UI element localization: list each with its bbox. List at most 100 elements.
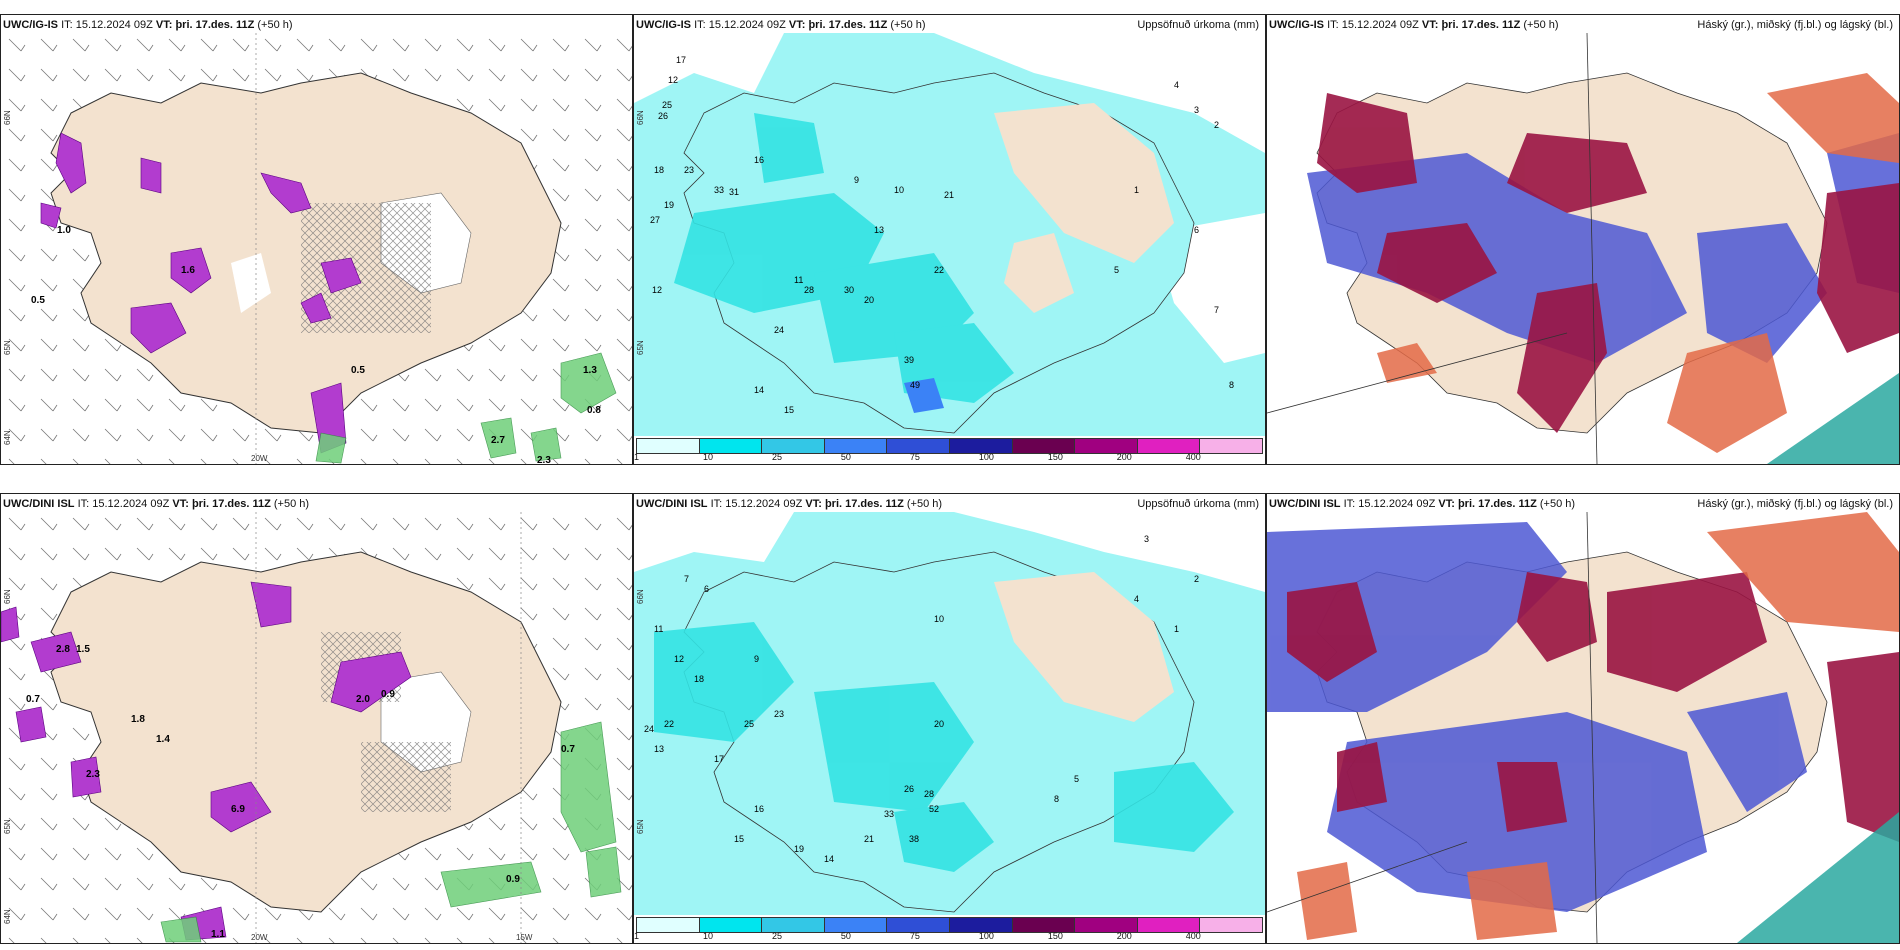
colorbar-tick: 150 <box>1047 931 1063 941</box>
colorbar-tick: 100 <box>978 452 994 462</box>
colorbar-swatch <box>824 439 888 453</box>
map-value: 30 <box>844 285 854 295</box>
map-value: 24 <box>774 325 784 335</box>
map-value: 3 <box>1194 105 1199 115</box>
colorbar-swatch <box>824 918 888 932</box>
map-value: 20 <box>934 719 944 729</box>
colorbar-tick: 75 <box>909 452 920 462</box>
lon-label: 15W <box>516 933 533 942</box>
map-value: 2.3 <box>537 455 551 464</box>
colorbar-swatch <box>762 918 825 932</box>
map-value: 0.5 <box>351 365 365 376</box>
map-value: 1 <box>1134 185 1139 195</box>
cloud-cover-map <box>1267 33 1899 464</box>
map-value: 12 <box>668 75 678 85</box>
map-value: 18 <box>694 674 704 684</box>
purple-precip-areas <box>40 132 362 454</box>
panel-header: UWC/IG-IS IT: 15.12.2024 09Z VT: þri. 17… <box>636 19 926 31</box>
map-value: 7 <box>684 574 689 584</box>
map-value: 14 <box>824 854 834 864</box>
panel-header: UWC/IG-IS IT: 15.12.2024 09Z VT: þri. 17… <box>3 19 293 31</box>
map-value: 23 <box>774 709 784 719</box>
map-value: 22 <box>934 265 944 275</box>
map-value: 2 <box>1194 574 1199 584</box>
map-value: 5 <box>1114 265 1119 275</box>
purple-precip-areas <box>1 581 412 941</box>
colorbar-swatch <box>1137 918 1201 932</box>
precip-colorbar: 1 10 25 50 75 100 150 200 400 <box>634 915 1265 943</box>
colorbar-swatch <box>699 439 763 453</box>
map-value: 15 <box>784 405 794 415</box>
map-value: 33 <box>714 185 724 195</box>
map-value: 16 <box>754 155 764 165</box>
map-value: 2 <box>1214 120 1219 130</box>
lat-label: 64N <box>3 430 12 445</box>
map-value: 8 <box>1054 794 1059 804</box>
map-value: 2.0 <box>356 694 370 705</box>
map-value: 0.7 <box>561 744 575 755</box>
colorbar-swatch <box>699 918 763 932</box>
colorbar-tick: 25 <box>771 931 782 941</box>
lat-label: 66N <box>636 110 645 125</box>
colorbar-swatch <box>1200 439 1262 453</box>
map-value: 0.9 <box>381 689 395 700</box>
map-value: 0.5 <box>31 295 45 306</box>
green-precip-areas <box>160 721 622 943</box>
colorbar-tick: 10 <box>702 452 713 462</box>
map-value: 16 <box>754 804 764 814</box>
map-value: 6 <box>1194 225 1199 235</box>
colorbar-tick: 1 <box>634 931 640 941</box>
panel-title: Háský (gr.), miðský (fj.bl.) og lágský (… <box>1697 19 1893 31</box>
map-value: 23 <box>684 165 694 175</box>
precip-map: 7 6 11 12 18 24 22 13 25 23 20 26 14 15 … <box>634 512 1265 917</box>
colorbar-tick: 400 <box>1185 931 1201 941</box>
map-value: 33 <box>884 809 894 819</box>
map-value: 0.7 <box>26 694 40 705</box>
lat-label: 66N <box>3 110 12 125</box>
map-value: 6.9 <box>231 804 245 815</box>
map-value: 14 <box>754 385 764 395</box>
precip-map: 17 12 25 26 18 23 27 19 33 31 16 9 10 22… <box>634 33 1265 438</box>
colorbar-tick: 150 <box>1047 452 1063 462</box>
panel-dini-clouds: UWC/DINI ISL IT: 15.12.2024 09Z VT: þri.… <box>1266 493 1900 944</box>
panel-header: UWC/DINI ISL IT: 15.12.2024 09Z VT: þri.… <box>636 498 943 510</box>
map-value: 25 <box>662 100 672 110</box>
map-value: 1.5 <box>76 644 90 655</box>
map-value: 10 <box>894 185 904 195</box>
map-value: 17 <box>676 55 686 65</box>
colorbar-swatch <box>1012 439 1076 453</box>
lat-label: 65N <box>3 819 12 834</box>
map-value: 11 <box>794 275 803 285</box>
colorbar-swatch <box>637 439 700 453</box>
map-value: 1.6 <box>181 265 195 276</box>
lon-label: 20W <box>251 454 268 463</box>
panel-title: Háský (gr.), miðský (fj.bl.) og lágský (… <box>1697 498 1893 510</box>
map-value: 1.1 <box>211 929 225 940</box>
panel-header: UWC/IG-IS IT: 15.12.2024 09Z VT: þri. 17… <box>1269 19 1559 31</box>
wind-wetbulb-map: 2.8 1.5 0.7 1.8 1.4 2.3 2.0 0.9 0.7 6.9 … <box>1 512 632 943</box>
map-value: 18 <box>654 165 664 175</box>
colorbar-tick: 400 <box>1185 452 1201 462</box>
colorbar-swatch <box>949 918 1013 932</box>
map-value: 19 <box>664 200 674 210</box>
precip-colorbar: 1 10 25 50 75 100 150 200 400 <box>634 436 1265 464</box>
colorbar-tick: 200 <box>1116 452 1132 462</box>
map-value: 1.8 <box>131 714 145 725</box>
map-value: 0.9 <box>506 874 520 885</box>
map-value: 4 <box>1174 80 1179 90</box>
map-value: 21 <box>864 834 874 844</box>
map-value: 12 <box>674 654 684 664</box>
map-value: 27 <box>650 215 660 225</box>
colorbar-swatch <box>1137 439 1201 453</box>
colorbar-tick: 10 <box>702 931 713 941</box>
panel-header: UWC/DINI ISL IT: 15.12.2024 09Z VT: þri.… <box>1269 498 1576 510</box>
map-value: 1.0 <box>57 225 71 236</box>
colorbar-swatch <box>637 918 700 932</box>
map-value: 2.8 <box>56 644 70 655</box>
map-value: 13 <box>874 225 884 235</box>
colorbar-tick: 50 <box>840 452 851 462</box>
map-value: 15 <box>734 834 744 844</box>
map-value: 22 <box>664 719 674 729</box>
panel-ig-is-clouds: UWC/IG-IS IT: 15.12.2024 09Z VT: þri. 17… <box>1266 14 1900 465</box>
map-value: 1.3 <box>583 365 597 376</box>
